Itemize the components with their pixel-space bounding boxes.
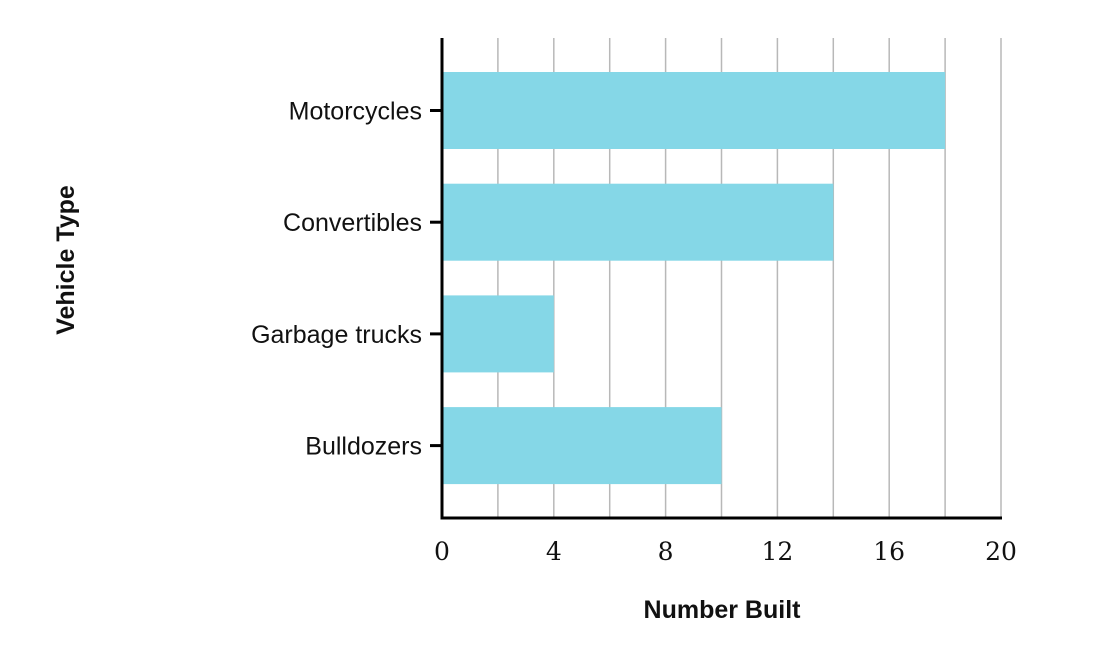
bar: [442, 183, 834, 261]
x-tick-label: 12: [761, 537, 793, 566]
y-tick-label: Bulldozers: [305, 433, 422, 461]
x-tick-label: 8: [658, 537, 674, 566]
y-tick-label: Garbage trucks: [251, 321, 422, 349]
x-tick-label: 20: [985, 537, 1017, 566]
bar: [442, 72, 946, 149]
y-axis-title: Vehicle Type: [52, 185, 80, 335]
x-tick-label: 0: [434, 537, 450, 566]
y-tick-labels: Motorcycles Convertibles Garbage trucks Bul…: [251, 98, 442, 461]
y-tick-label: Convertibles: [283, 209, 422, 237]
x-tick-labels: 0 4 8 12 16 20: [434, 537, 1017, 566]
bars: [442, 72, 946, 485]
x-tick-label: 16: [873, 537, 905, 566]
axes: [440, 38, 1002, 520]
bar: [442, 295, 554, 373]
x-tick-label: 4: [546, 537, 562, 566]
x-axis-title: Number Built: [644, 596, 802, 624]
bar: [442, 407, 722, 485]
y-tick-label: Motorcycles: [289, 98, 422, 126]
